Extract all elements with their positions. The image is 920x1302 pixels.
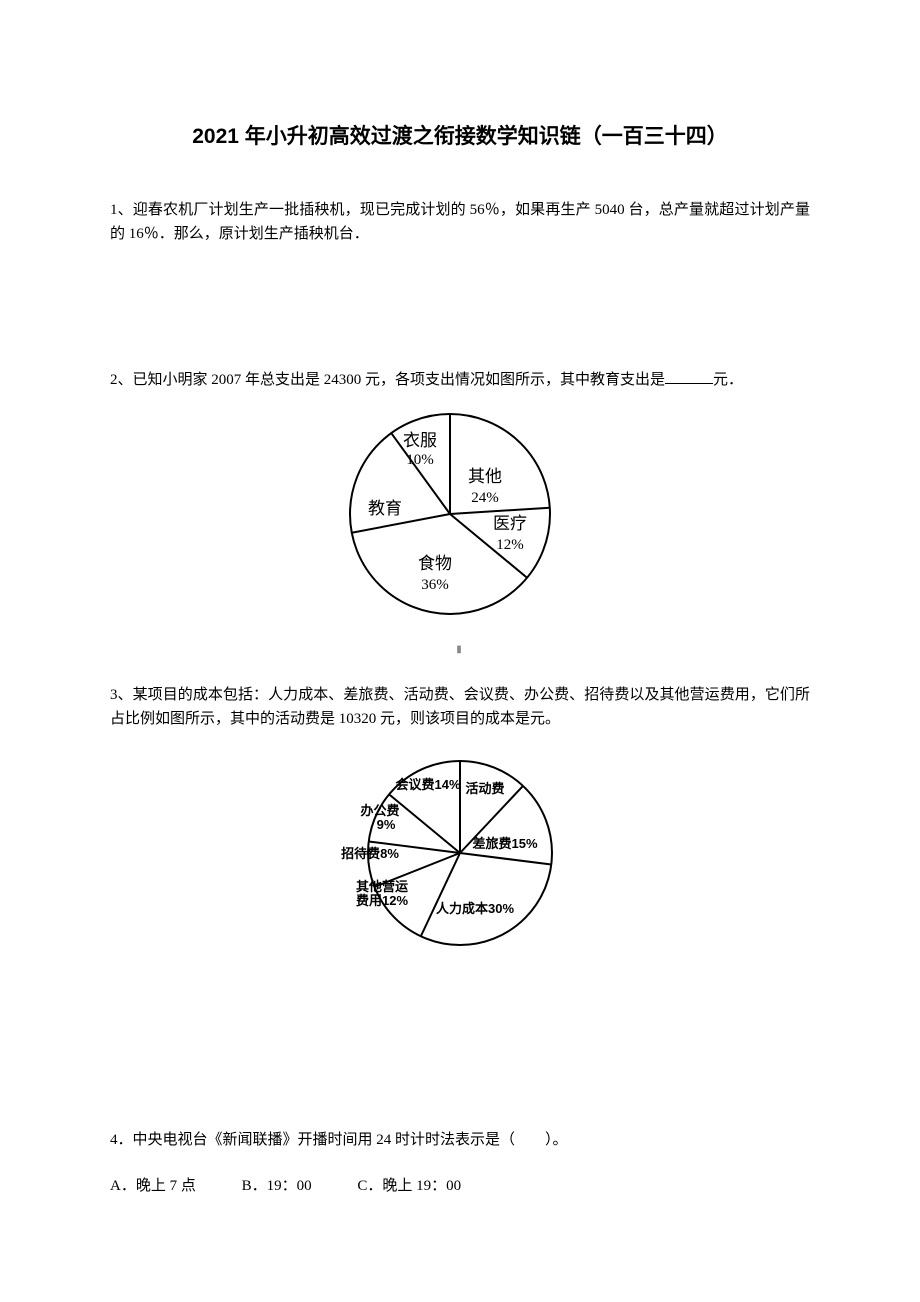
svg-text:费用12%: 费用12% bbox=[356, 893, 408, 908]
svg-text:教育: 教育 bbox=[368, 499, 402, 518]
page-title: 2021 年小升初高效过渡之衔接数学知识链（一百三十四） bbox=[110, 120, 810, 150]
svg-text:12%: 12% bbox=[496, 537, 524, 553]
svg-text:活动费: 活动费 bbox=[465, 781, 504, 796]
q4-option-b: B．19：00 bbox=[242, 1178, 312, 1194]
q4-option-c: C．晚上 19：00 bbox=[357, 1178, 461, 1194]
spacer bbox=[110, 978, 810, 1128]
svg-text:会议费14%: 会议费14% bbox=[395, 777, 460, 792]
q4-options: A．晚上 7 点 B．19：00 C．晚上 19：00 bbox=[110, 1174, 810, 1195]
q3-text-prefix: 3、某项目的成本包括：人力成本、差旅费、活动费、会议费、办公费、招待费以及其他营… bbox=[110, 687, 810, 727]
question-1: 1、迎春农机厂计划生产一批插秧机，现已完成计划的 56％，如果再生产 5040 … bbox=[110, 198, 810, 246]
q2-blank bbox=[665, 368, 713, 384]
pie-chart-q2: 其他 24% 医疗 12% 食物 36% 教育 衣服 10% bbox=[330, 404, 590, 634]
q4-option-a: A．晚上 7 点 bbox=[110, 1178, 196, 1194]
svg-text:招待费8%: 招待费8% bbox=[341, 846, 399, 861]
svg-text:24%: 24% bbox=[471, 490, 499, 506]
svg-text:9%: 9% bbox=[377, 817, 396, 832]
q2-text-suffix: 元． bbox=[713, 372, 743, 388]
svg-text:差旅费15%: 差旅费15% bbox=[472, 836, 537, 851]
svg-text:人力成本30%: 人力成本30% bbox=[436, 901, 514, 916]
page-marker: ▮ bbox=[110, 644, 810, 655]
svg-text:其他: 其他 bbox=[468, 467, 502, 486]
q2-text-prefix: 2、已知小明家 2007 年总支出是 24300 元，各项支出情况如图所示，其中… bbox=[110, 372, 665, 388]
svg-text:其他营运: 其他营运 bbox=[356, 879, 408, 894]
svg-text:10%: 10% bbox=[406, 452, 434, 468]
svg-text:36%: 36% bbox=[421, 577, 449, 593]
q3-text-suffix: 元。 bbox=[530, 711, 560, 727]
q2-chart-wrap: 其他 24% 医疗 12% 食物 36% 教育 衣服 10% bbox=[110, 404, 810, 634]
spacer bbox=[110, 655, 810, 683]
svg-text:医疗: 医疗 bbox=[493, 514, 527, 533]
q3-chart-wrap: 活动费差旅费15% 人力成本30% 其他营运费用12% 招待费8% 办公费9% 会议费14… bbox=[110, 743, 810, 968]
svg-text:食物: 食物 bbox=[418, 554, 452, 573]
pie-chart-q3: 活动费差旅费15% 人力成本30% 其他营运费用12% 招待费8% 办公费9% 会议费14… bbox=[320, 743, 600, 968]
spacer bbox=[110, 258, 810, 368]
question-4: 4．中央电视台《新闻联播》开播时间用 24 时计时法表示是（ ）。 bbox=[110, 1128, 810, 1152]
question-2: 2、已知小明家 2007 年总支出是 24300 元，各项支出情况如图所示，其中… bbox=[110, 368, 810, 392]
svg-text:办公费: 办公费 bbox=[360, 803, 399, 818]
svg-text:衣服: 衣服 bbox=[403, 431, 437, 450]
question-3: 3、某项目的成本包括：人力成本、差旅费、活动费、会议费、办公费、招待费以及其他营… bbox=[110, 683, 810, 731]
